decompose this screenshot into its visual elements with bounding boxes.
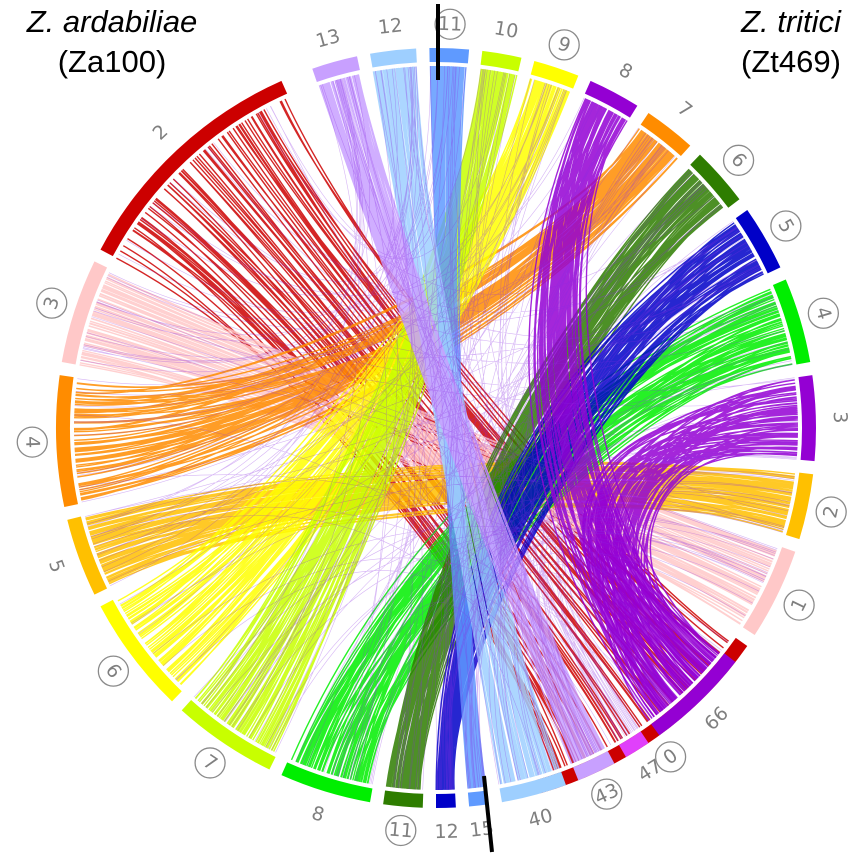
tritici-chromosome-10-arc [480, 50, 522, 72]
ardabiliae-chromosome-4-arc [55, 375, 78, 508]
ardabiliae-chromosome-6-circle [97, 655, 130, 687]
tritici-chromosome-10-label: 10 [492, 17, 520, 43]
strain-name-za100: (Za100) [57, 44, 167, 79]
tritici-chromosome-6-circle [722, 144, 755, 176]
synteny-link-L5-R2 [85, 461, 796, 585]
ardabiliae-chromosome-47-label: 47 [634, 755, 666, 786]
synteny-link-L66-R3 [582, 379, 799, 722]
species-name-ardabiliae: Z. ardabiliae [26, 4, 198, 39]
tritici-chromosome-7-label: 7 [673, 97, 696, 122]
ardabiliae-chromosome-40-label: 40 [526, 804, 555, 832]
ardabiliae-chromosome-8-arc [281, 762, 373, 803]
tritici-chromosome-0-circle [654, 741, 687, 773]
tritici-chromosome-2-circle [815, 496, 847, 528]
tritici-chromosome-3-label: 3 [829, 411, 851, 424]
tritici-chromosome-4-label: 4 [811, 304, 836, 322]
ardabiliae-chromosome-12-label: 12 [434, 821, 459, 844]
tritici-chromosome-6-arc [690, 154, 740, 208]
tritici-chromosome-9-label: 9 [555, 33, 573, 58]
tritici-chromosome-11-circle [434, 8, 466, 40]
tritici-chromosome-8-arc [584, 80, 638, 118]
ardabiliae-chromosome-3-label: 3 [39, 294, 64, 312]
genome-divider-bottom [482, 775, 494, 853]
tritici-chromosome-12-label: 12 [377, 14, 404, 39]
ardabiliae-chromosome-15-arc [467, 790, 489, 807]
tritici-chromosome-5-label: 5 [773, 215, 798, 236]
ardabiliae-chromosome-66-arc [651, 653, 736, 736]
tritici-chromosome-0-label: 0 [659, 744, 682, 769]
tritici-chromosome-1-arc [742, 547, 796, 635]
tritici-chromosome-4-arc [772, 279, 811, 365]
synteny-link-strands [528, 98, 720, 719]
ardabiliae-chromosome-7-arc [181, 699, 276, 770]
tritici-chromosome-9-circle [548, 29, 580, 61]
tritici-chromosome-5-circle [770, 210, 802, 242]
tritici-chromosome-11-arc [429, 48, 470, 64]
tritici-chromosome-12-arc [370, 48, 417, 68]
ardabiliae-chromosome-6-arc [100, 599, 182, 702]
ardabiliae-chromosome-40-arc [499, 771, 566, 803]
ardabiliae-chromosome-11-circle [385, 814, 417, 847]
tritici-chromosome-13-label: 13 [313, 25, 342, 53]
tritici-chromosome-2-arc [786, 472, 814, 540]
tritici-chromosome-11-label: 11 [438, 13, 463, 36]
ardabiliae-chromosome-8-label: 8 [309, 802, 327, 827]
ardabiliae-chromosome-11-arc [383, 790, 424, 808]
legend-ardabiliae: Z. ardabiliae (Za100) [2, 2, 222, 82]
ardabiliae-chromosome-7-circle [194, 747, 226, 779]
tritici-chromosome-5-arc [735, 210, 781, 274]
ardabiliae-chromosome-11-label: 11 [388, 818, 414, 842]
ardabiliae-chromosome-3-circle [36, 287, 68, 319]
ardabiliae-chromosome-5-label: 5 [44, 557, 69, 576]
synteny-link-strands [85, 461, 796, 585]
species-name-tritici: Z. tritici [741, 4, 841, 39]
synteny-link-L66-R8 [528, 98, 720, 719]
synteny-minor-links [73, 65, 799, 791]
ardabiliae-chromosome-6-label: 6 [101, 660, 126, 683]
ardabiliae-chromosome-4-label: 4 [21, 436, 43, 449]
tritici-chromosome-7-arc [640, 112, 691, 157]
ardabiliae-chromosome-4-circle [16, 426, 48, 458]
tritici-chromosome-3-arc [798, 375, 816, 462]
synteny-link-strands [194, 68, 518, 752]
synteny-links [73, 65, 799, 791]
tritici-chromosome-9-arc [530, 60, 579, 89]
chromosome-ideogram [55, 48, 816, 808]
synteny-link-strands [582, 379, 799, 722]
synteny-link-L7-R10 [194, 68, 518, 752]
tritici-chromosome-1-circle [783, 589, 815, 621]
ardabiliae-chromosome-66-label: 66 [700, 702, 733, 735]
synteny-link-L43-R13 [318, 74, 605, 764]
ardabiliae-chromosome-5-arc [67, 516, 108, 595]
ardabiliae-chromosome-47-arc [619, 731, 649, 758]
ardabiliae-chromosome-43-arc [573, 751, 615, 781]
ardabiliae-chromosome-12-arc [436, 793, 456, 808]
ardabiliae-chromosome-7-label: 7 [199, 750, 221, 775]
tritici-chromosome-13-arc [312, 56, 360, 82]
tritici-chromosome-4-circle [807, 297, 840, 329]
tritici-chromosome-2-label: 2 [819, 504, 843, 520]
tritici-chromosome-6-label: 6 [726, 148, 750, 172]
ardabiliae-chromosome-3-arc [61, 261, 108, 365]
tritici-chromosome-8-label: 8 [615, 59, 636, 84]
tritici-chromosome-1-label: 1 [787, 595, 812, 616]
ardabiliae-chromosome-2-arc [100, 80, 288, 257]
legend-tritici: Z. tritici (Zt469) [716, 2, 866, 82]
ardabiliae-chromosome-43-circle [591, 778, 623, 810]
synteny-link-strands [318, 74, 605, 764]
strain-name-zt469: (Zt469) [741, 44, 841, 79]
ardabiliae-chromosome-2-label: 2 [149, 120, 173, 144]
